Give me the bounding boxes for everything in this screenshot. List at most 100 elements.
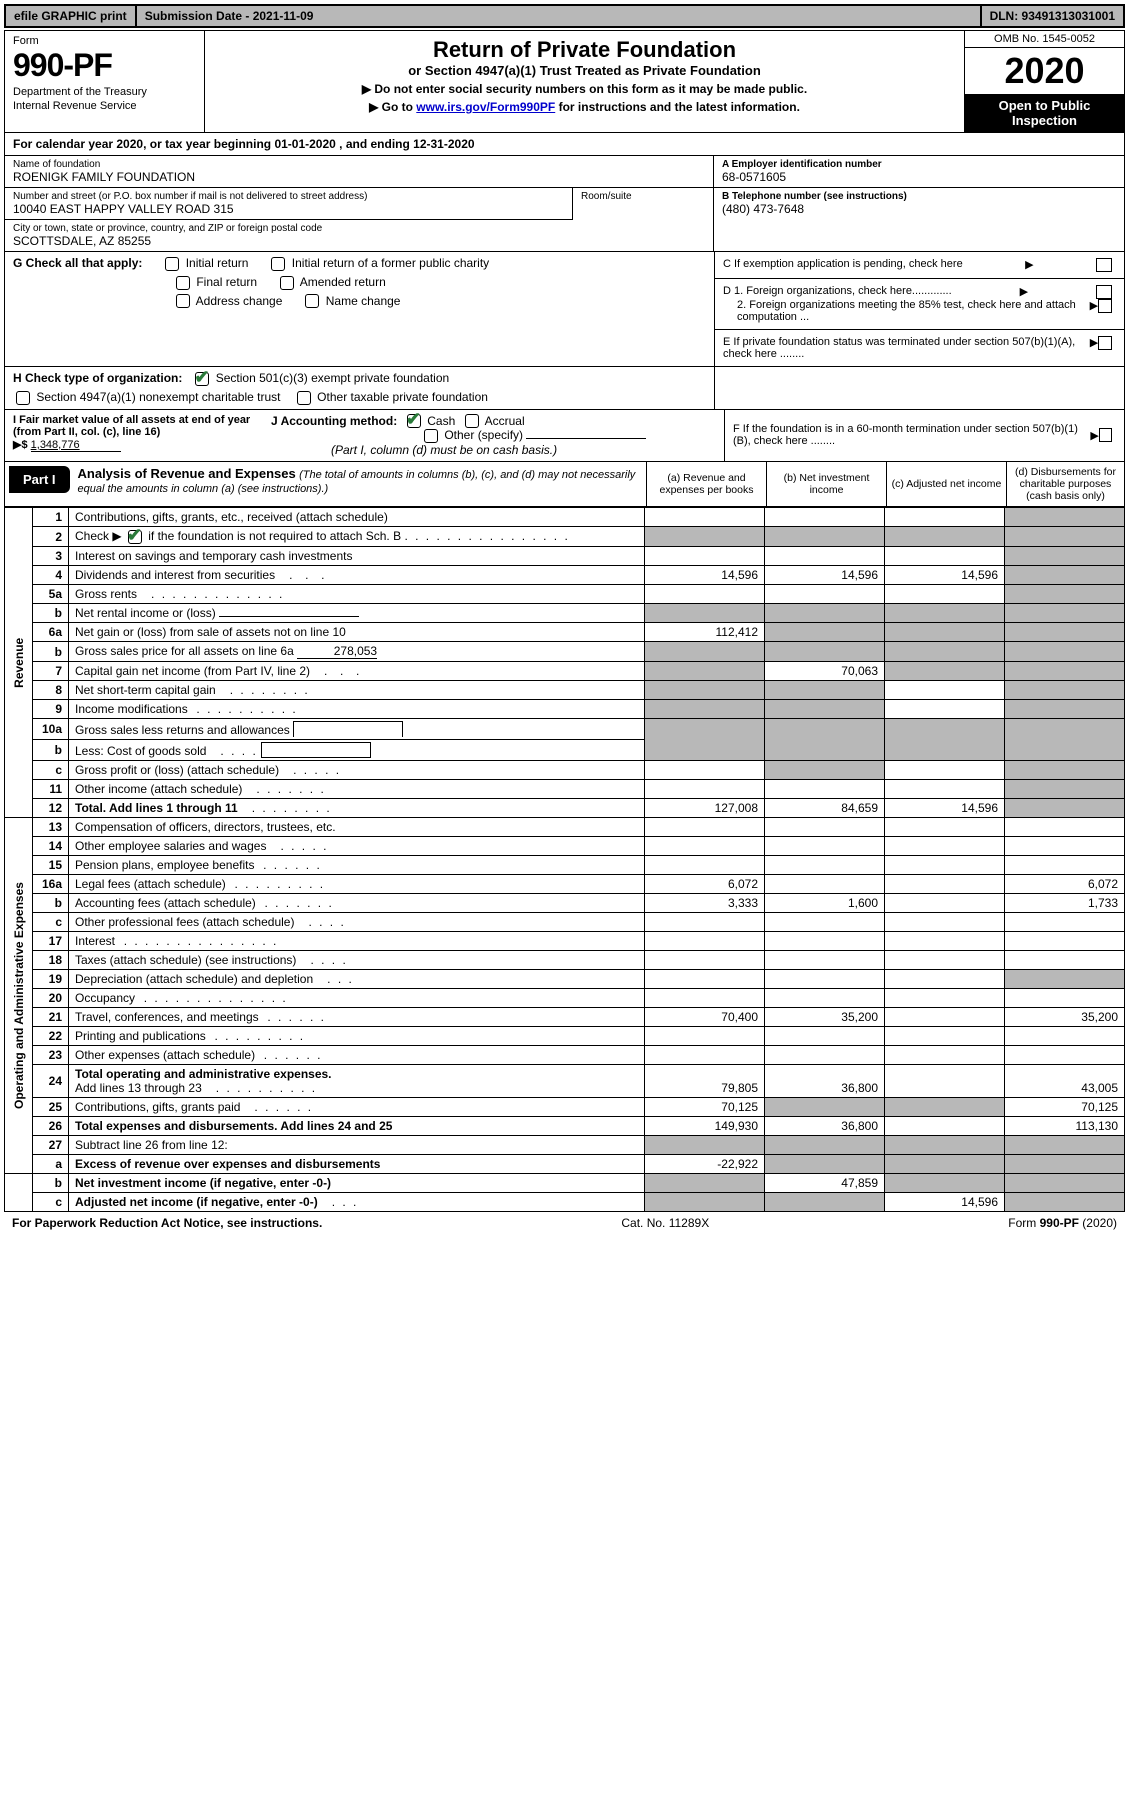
cb-status-terminated[interactable]: [1098, 336, 1112, 350]
addr-label: Number and street (or P.O. box number if…: [13, 191, 564, 202]
print-button[interactable]: efile GRAPHIC print: [6, 6, 137, 26]
dept-irs: Internal Revenue Service: [13, 100, 196, 112]
row19: Depreciation (attach schedule) and deple…: [69, 970, 645, 989]
form-label: Form: [13, 35, 196, 47]
analysis-table: Revenue 1Contributions, gifts, grants, e…: [4, 507, 1125, 1212]
row27c: Adjusted net income (if negative, enter …: [69, 1193, 645, 1212]
d2-label: 2. Foreign organizations meeting the 85%…: [723, 299, 1090, 323]
j-accrual: Accrual: [485, 414, 525, 428]
calendar-year-line: For calendar year 2020, or tax year begi…: [4, 133, 1125, 156]
row9: Income modifications . . . . . . . . . .: [69, 700, 645, 719]
form-subtitle: or Section 4947(a)(1) Trust Treated as P…: [211, 63, 958, 78]
col-b-hdr: (b) Net investment income: [766, 462, 886, 506]
col-a-hdr: (a) Revenue and expenses per books: [646, 462, 766, 506]
row16a: Legal fees (attach schedule) . . . . . .…: [69, 875, 645, 894]
cb-sch-b[interactable]: [128, 530, 142, 544]
note-goto-post: for instructions and the latest informat…: [555, 100, 800, 114]
row6a: Net gain or (loss) from sale of assets n…: [69, 623, 645, 642]
j-note: (Part I, column (d) must be on cash basi…: [331, 443, 557, 457]
row-ijf: I Fair market value of all assets at end…: [4, 410, 1125, 463]
col-d-hdr: (d) Disbursements for charitable purpose…: [1006, 462, 1124, 506]
city-label: City or town, state or province, country…: [13, 223, 705, 234]
row3: Interest on savings and temporary cash i…: [69, 547, 645, 566]
row17: Interest . . . . . . . . . . . . . . .: [69, 932, 645, 951]
h-4947: Section 4947(a)(1) nonexempt charitable …: [36, 390, 280, 404]
g-name: Name change: [326, 294, 401, 308]
form-ref: Form 990-PF (2020): [1008, 1216, 1117, 1230]
row12: Total. Add lines 1 through 11 . . . . . …: [69, 799, 645, 818]
form-990pf-page: efile GRAPHIC print Submission Date - 20…: [0, 0, 1129, 1238]
cat-no: Cat. No. 11289X: [621, 1216, 709, 1230]
part1-tab: Part I: [9, 466, 70, 493]
name-label: Name of foundation: [13, 159, 705, 170]
top-bar: efile GRAPHIC print Submission Date - 20…: [4, 4, 1125, 28]
row1: Contributions, gifts, grants, etc., rece…: [69, 508, 645, 527]
row27a: Excess of revenue over expenses and disb…: [69, 1155, 645, 1174]
g-initial-pub: Initial return of a former public charit…: [292, 256, 489, 270]
c-label: C If exemption application is pending, c…: [723, 258, 963, 272]
g-amended: Amended return: [300, 275, 386, 289]
cb-accrual[interactable]: [465, 414, 479, 428]
g-final: Final return: [196, 275, 257, 289]
form990pf-link[interactable]: www.irs.gov/Form990PF: [416, 100, 555, 114]
part1-header: Part I Analysis of Revenue and Expenses …: [4, 462, 1125, 507]
cb-address-change[interactable]: [176, 294, 190, 308]
row5b: Net rental income or (loss): [69, 604, 645, 623]
row22: Printing and publications . . . . . . . …: [69, 1027, 645, 1046]
row27: Subtract line 26 from line 12:: [69, 1136, 645, 1155]
row5a: Gross rents . . . . . . . . . . . . .: [69, 585, 645, 604]
f-label: F If the foundation is in a 60-month ter…: [733, 423, 1090, 447]
note-goto: ▶ Go to www.irs.gov/Form990PF for instru…: [211, 100, 958, 114]
col-c-hdr: (c) Adjusted net income: [886, 462, 1006, 506]
ein: 68-0571605: [722, 170, 1116, 184]
cb-final-return[interactable]: [176, 276, 190, 290]
cb-cash[interactable]: [407, 414, 421, 428]
cb-85pct[interactable]: [1098, 299, 1112, 313]
cb-name-change[interactable]: [305, 294, 319, 308]
fmv-value: 1,348,776: [31, 439, 121, 452]
cb-4947a1[interactable]: [16, 391, 30, 405]
row15: Pension plans, employee benefits . . . .…: [69, 856, 645, 875]
cb-501c3[interactable]: [195, 372, 209, 386]
row18: Taxes (attach schedule) (see instruction…: [69, 951, 645, 970]
row7: Capital gain net income (from Part IV, l…: [69, 662, 645, 681]
cb-exemption-pending[interactable]: [1096, 258, 1112, 272]
room-label: Room/suite: [581, 191, 705, 202]
row2: Check ▶ if the foundation is not require…: [69, 527, 645, 547]
row13: Compensation of officers, directors, tru…: [69, 818, 645, 837]
expenses-side-label: Operating and Administrative Expenses: [5, 818, 33, 1174]
cb-foreign-org[interactable]: [1096, 285, 1112, 299]
row10c: Gross profit or (loss) (attach schedule)…: [69, 761, 645, 780]
row6b: Gross sales price for all assets on line…: [69, 642, 645, 662]
paperwork-notice: For Paperwork Reduction Act Notice, see …: [12, 1216, 322, 1230]
row23: Other expenses (attach schedule) . . . .…: [69, 1046, 645, 1065]
g-addr: Address change: [196, 294, 283, 308]
cb-amended[interactable]: [280, 276, 294, 290]
cb-initial-return[interactable]: [165, 257, 179, 271]
row21: Travel, conferences, and meetings . . . …: [69, 1008, 645, 1027]
street-address: 10040 EAST HAPPY VALLEY ROAD 315: [13, 202, 564, 216]
row10a: Gross sales less returns and allowances: [69, 719, 645, 740]
row14: Other employee salaries and wages . . . …: [69, 837, 645, 856]
row-h: H Check type of organization: Section 50…: [4, 367, 1125, 410]
revenue-side-label: Revenue: [5, 508, 33, 818]
foundation-name: ROENIGK FAMILY FOUNDATION: [13, 170, 705, 184]
row4: Dividends and interest from securities .…: [69, 566, 645, 585]
cb-other-taxable[interactable]: [297, 391, 311, 405]
note-ssn: ▶ Do not enter social security numbers o…: [211, 82, 958, 96]
form-header: Form 990-PF Department of the Treasury I…: [4, 30, 1125, 133]
cb-60month[interactable]: [1099, 428, 1112, 442]
open-to-public: Open to Public Inspection: [965, 94, 1124, 132]
cb-other-method[interactable]: [424, 429, 438, 443]
j-other: Other (specify): [444, 428, 523, 442]
j-cash: Cash: [427, 414, 455, 428]
row-g-c: G Check all that apply: Initial return I…: [4, 252, 1125, 367]
row8: Net short-term capital gain . . . . . . …: [69, 681, 645, 700]
cb-initial-public[interactable]: [271, 257, 285, 271]
dln: DLN: 93491313031001: [982, 6, 1123, 26]
row20: Occupancy . . . . . . . . . . . . . .: [69, 989, 645, 1008]
h-label: H Check type of organization:: [13, 371, 182, 385]
row26: Total expenses and disbursements. Add li…: [69, 1117, 645, 1136]
h-other: Other taxable private foundation: [317, 390, 488, 404]
j-label: J Accounting method:: [271, 414, 397, 428]
